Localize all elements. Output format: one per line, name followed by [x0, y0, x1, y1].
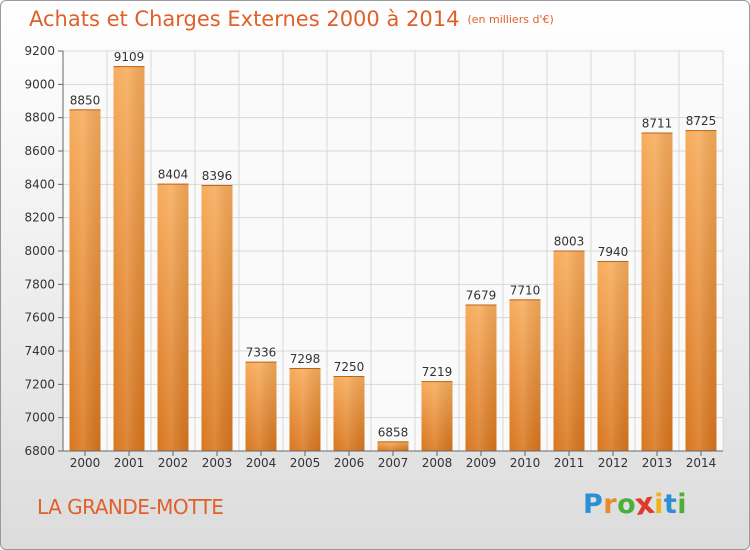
- logo-letter: P: [583, 489, 604, 520]
- data-label: 7250: [334, 360, 365, 374]
- x-tick-label: 2010: [510, 456, 541, 470]
- bar-shine: [289, 368, 321, 451]
- axes: 6800 7000 7200 7400 7600 7800 8000 8200 8400 8600…: [24, 44, 723, 470]
- logo-letter: i: [677, 489, 688, 520]
- bar-shine: [157, 183, 189, 451]
- bar-shine: [377, 441, 409, 451]
- bar-shine: [421, 381, 453, 451]
- x-tick-label: 2006: [334, 456, 365, 470]
- data-label: 8850: [70, 93, 101, 107]
- location-label: LA GRANDE-MOTTE: [37, 495, 224, 519]
- y-tick-label: 9200: [24, 44, 55, 58]
- x-tick-label: 2000: [70, 456, 101, 470]
- y-tick-label: 8600: [24, 144, 55, 158]
- chart-title-text: Achats et Charges Externes 2000 à 2014: [29, 7, 460, 31]
- x-tick-label: 2011: [554, 456, 585, 470]
- data-label: 7940: [598, 245, 629, 259]
- bar-shine: [113, 66, 145, 452]
- x-tick-label: 2003: [202, 456, 233, 470]
- y-tick-label: 7800: [24, 277, 55, 291]
- logo-letter: o: [617, 489, 637, 520]
- y-tick-label: 7200: [24, 377, 55, 391]
- bar-shine: [333, 376, 365, 451]
- data-label: 7679: [466, 289, 497, 303]
- chart-subtitle: (en milliers d'€): [467, 13, 554, 26]
- logo-letter: r: [603, 489, 618, 520]
- y-tick-label: 8200: [24, 211, 55, 225]
- logo-letter: i: [654, 489, 664, 520]
- bar-shine: [553, 250, 585, 451]
- bar-shine: [465, 304, 497, 451]
- data-label: 7336: [246, 346, 277, 360]
- data-label: 7710: [510, 283, 541, 297]
- x-tick-label: 2002: [158, 456, 189, 470]
- x-tick-label: 2014: [686, 456, 717, 470]
- y-tick-label: 7600: [24, 311, 55, 325]
- x-tick-label: 2004: [246, 456, 277, 470]
- data-label: 7298: [290, 352, 321, 366]
- y-tick-label: 8000: [24, 244, 55, 258]
- data-label: 8404: [158, 168, 189, 182]
- data-label: 6858: [378, 425, 409, 439]
- y-tick-label: 7400: [24, 344, 55, 358]
- data-label: 8396: [202, 169, 233, 183]
- data-label: 9109: [114, 50, 145, 64]
- y-tick-label: 9000: [24, 77, 55, 91]
- x-tick-label: 2013: [642, 456, 673, 470]
- data-label: 8003: [554, 235, 585, 249]
- y-tick-label: 8400: [24, 177, 55, 191]
- x-tick-label: 2008: [422, 456, 453, 470]
- chart-title: Achats et Charges Externes 2000 à 2014 (e…: [29, 7, 554, 31]
- x-tick-label: 2009: [466, 456, 497, 470]
- bar-shine: [245, 361, 277, 451]
- bar-shine: [685, 130, 717, 451]
- y-tick-label: 6800: [24, 444, 55, 458]
- x-tick-label: 2005: [290, 456, 321, 470]
- data-label: 7219: [422, 365, 453, 379]
- bars: [69, 66, 717, 452]
- bar-shine: [201, 185, 233, 451]
- x-tick-label: 2012: [598, 456, 629, 470]
- data-labels: 8850 9109 8404 8396 7336 7298 7250 6858 7219 7679…: [70, 50, 717, 439]
- bar-shine: [597, 261, 629, 451]
- x-tick-label: 2007: [378, 456, 409, 470]
- logo-letter: t: [663, 489, 678, 520]
- bar-shine: [509, 299, 541, 451]
- y-tick-label: 8800: [24, 111, 55, 125]
- bar-shine: [69, 109, 101, 451]
- data-label: 8711: [642, 117, 673, 131]
- y-tick-label: 7000: [24, 411, 55, 425]
- x-tick-label: 2001: [114, 456, 145, 470]
- bar-shine: [641, 132, 673, 451]
- data-label: 8725: [686, 114, 717, 128]
